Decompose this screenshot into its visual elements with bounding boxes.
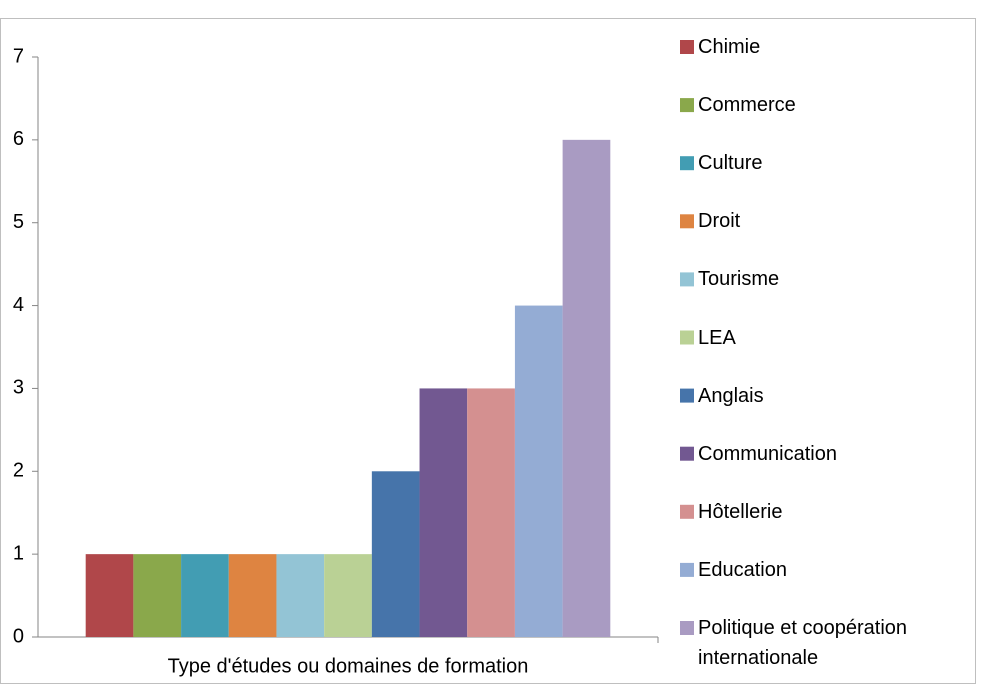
legend-swatch bbox=[680, 330, 694, 345]
y-tick-label: 6 bbox=[13, 128, 24, 150]
y-tick-label: 1 bbox=[13, 542, 24, 564]
y-tick-label: 3 bbox=[13, 377, 24, 399]
bar bbox=[181, 554, 229, 637]
legend-item: Education bbox=[698, 558, 787, 581]
legend-swatch bbox=[680, 504, 694, 519]
legend-label: Anglais bbox=[698, 384, 764, 407]
bar bbox=[276, 554, 325, 637]
bar bbox=[371, 471, 420, 637]
bar bbox=[419, 388, 468, 637]
legend-item: Chimie bbox=[698, 36, 761, 58]
legend-label: Droit bbox=[698, 210, 741, 233]
legend-item: Communication bbox=[698, 442, 837, 465]
y-tick-label: 0 bbox=[13, 625, 24, 647]
y-tick-label: 7 bbox=[13, 45, 24, 67]
x-tick-label: Type d'études ou domaines de formation bbox=[168, 655, 529, 677]
legend-item: Tourisme bbox=[698, 268, 780, 291]
legend-item: Droit bbox=[698, 210, 741, 233]
legend-label: Tourisme bbox=[698, 268, 780, 291]
legend-item: Politique et coopération internationale bbox=[698, 617, 908, 669]
bar bbox=[514, 305, 563, 637]
bar bbox=[133, 554, 182, 637]
legend-item: Commerce bbox=[698, 94, 796, 117]
legend-item: Culture bbox=[698, 152, 763, 175]
legend-swatch bbox=[680, 446, 694, 461]
legend-swatch bbox=[680, 156, 694, 171]
legend-swatch bbox=[680, 621, 694, 635]
bar bbox=[85, 554, 134, 637]
bar bbox=[467, 388, 515, 637]
legend-label: Commerce bbox=[698, 94, 796, 117]
legend-swatch bbox=[680, 214, 694, 229]
legend-item: Anglais bbox=[698, 384, 764, 407]
bar bbox=[562, 139, 611, 637]
y-tick-label: 4 bbox=[13, 294, 24, 316]
bar bbox=[228, 554, 277, 637]
legend-label: LEA bbox=[698, 326, 736, 349]
legend-label: Chimie bbox=[698, 36, 761, 58]
legend-item: LEA bbox=[698, 326, 736, 349]
legend-item: Hôtellerie bbox=[698, 500, 783, 523]
legend-label: Culture bbox=[698, 152, 763, 175]
legend-label: Politique et coopération internationale bbox=[698, 617, 908, 669]
y-tick-label: 2 bbox=[13, 460, 24, 482]
legend-swatch bbox=[680, 272, 694, 287]
legend-swatch bbox=[680, 98, 694, 113]
y-tick-label: 5 bbox=[13, 211, 24, 233]
legend-swatch bbox=[680, 388, 694, 403]
legend-label: Education bbox=[698, 558, 787, 581]
legend-label: Communication bbox=[698, 442, 837, 465]
legend-swatch bbox=[680, 562, 694, 577]
legend-swatch bbox=[680, 40, 694, 54]
legend-label: Hôtellerie bbox=[698, 500, 783, 523]
bar bbox=[324, 554, 372, 637]
